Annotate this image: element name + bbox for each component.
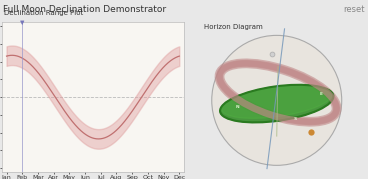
- Circle shape: [212, 35, 342, 165]
- Text: reset: reset: [344, 5, 365, 14]
- Text: E: E: [319, 92, 322, 96]
- Text: Declination Range Plot: Declination Range Plot: [4, 10, 83, 16]
- Text: Horizon Diagram: Horizon Diagram: [204, 24, 263, 30]
- Text: N: N: [236, 105, 240, 109]
- Text: Full Moon Declination Demonstrator: Full Moon Declination Demonstrator: [3, 5, 166, 14]
- Ellipse shape: [220, 85, 333, 122]
- Text: S: S: [293, 117, 297, 120]
- Ellipse shape: [222, 85, 332, 118]
